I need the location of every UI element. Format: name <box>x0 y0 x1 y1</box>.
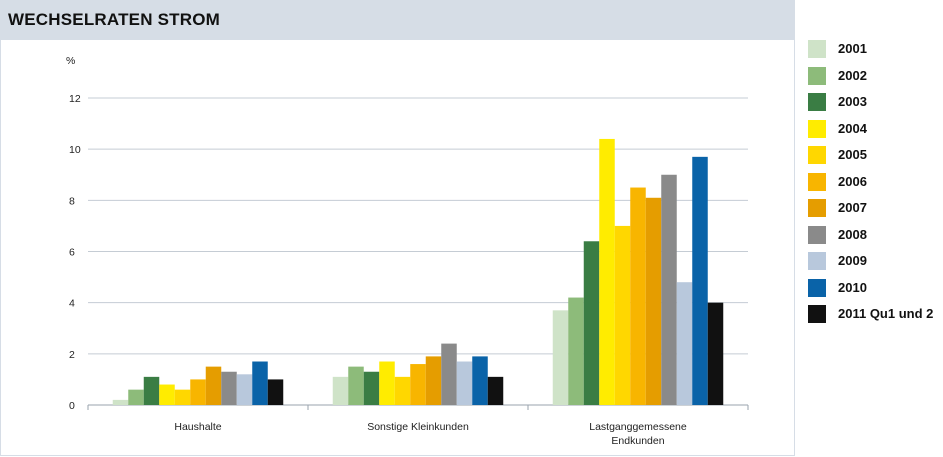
bar <box>676 282 693 405</box>
bar <box>410 364 426 405</box>
legend-label: 2009 <box>838 253 867 268</box>
bar <box>221 371 237 405</box>
bar <box>112 399 129 405</box>
bar <box>394 376 411 405</box>
legend-swatch <box>808 119 826 138</box>
bar <box>363 371 380 405</box>
legend-label: 2011 Qu1 und 2 <box>838 306 934 321</box>
bar-chart: 0 2 4 6 8 10 12% Haushalte Sonstige Kleinkunden L… <box>66 55 749 447</box>
bar <box>599 138 615 405</box>
legend-swatch <box>808 305 826 323</box>
bar <box>441 343 457 405</box>
legend-label: 2006 <box>838 173 867 189</box>
bar <box>661 174 677 405</box>
legend-label: 2001 <box>838 41 867 56</box>
legend-swatch <box>808 172 826 191</box>
chart-title: WECHSELRATEN STROM <box>8 10 220 29</box>
legend-swatch <box>808 66 826 85</box>
y-tick-label: 0 <box>69 400 75 412</box>
legend-swatch <box>808 93 826 111</box>
bar <box>552 310 569 405</box>
legend-swatch <box>808 146 826 164</box>
x-tick-label: Endkunden <box>611 435 664 447</box>
legend-label: 2003 <box>838 94 867 109</box>
bar <box>614 225 631 405</box>
bar <box>568 297 584 405</box>
y-tick-label: 12 <box>69 93 81 105</box>
legend-swatch <box>808 278 826 297</box>
bar <box>456 361 473 405</box>
bar <box>692 156 708 405</box>
x-tick-label: Sonstige Kleinkunden <box>367 421 469 433</box>
legend-swatch <box>808 225 826 244</box>
x-tick-label: Haushalte <box>174 421 221 433</box>
legend-swatch <box>808 40 826 58</box>
legend-label: 2007 <box>838 200 867 215</box>
bar <box>425 356 442 405</box>
bar <box>332 376 349 405</box>
bar <box>583 241 600 405</box>
legend-label: 2005 <box>838 147 867 162</box>
bar <box>379 361 395 405</box>
legend-label: 2008 <box>838 226 867 242</box>
bar <box>630 187 646 405</box>
bar <box>252 361 268 405</box>
chart-panel: WECHSELRATEN STROM 0 2 4 6 8 10 12% Haushalte So… <box>0 0 795 457</box>
bar <box>267 379 284 405</box>
bar <box>348 366 364 405</box>
legend-swatch <box>808 199 826 217</box>
bar <box>707 302 724 405</box>
chart-header: WECHSELRATEN STROM <box>0 0 795 40</box>
bar <box>487 376 504 405</box>
legend-label: 2004 <box>838 120 867 136</box>
bar <box>236 374 253 405</box>
bar <box>159 384 175 405</box>
y-axis-label: % <box>66 55 75 67</box>
bar <box>143 376 160 405</box>
y-tick-label: 2 <box>69 349 75 361</box>
bar <box>174 389 191 405</box>
bar <box>645 197 662 405</box>
legend-label: 2002 <box>838 67 867 83</box>
y-tick-label: 10 <box>69 144 81 156</box>
bar <box>205 366 222 405</box>
y-tick-label: 4 <box>69 298 75 310</box>
legend-swatch <box>808 252 826 270</box>
y-tick-label: 6 <box>69 247 75 259</box>
x-tick-label: Lastganggemessene <box>589 421 687 433</box>
chart-frame <box>0 40 795 456</box>
bar <box>190 379 206 405</box>
bar <box>472 356 488 405</box>
bar <box>128 389 144 405</box>
y-tick-label: 8 <box>69 195 75 207</box>
legend-label: 2010 <box>838 279 867 295</box>
